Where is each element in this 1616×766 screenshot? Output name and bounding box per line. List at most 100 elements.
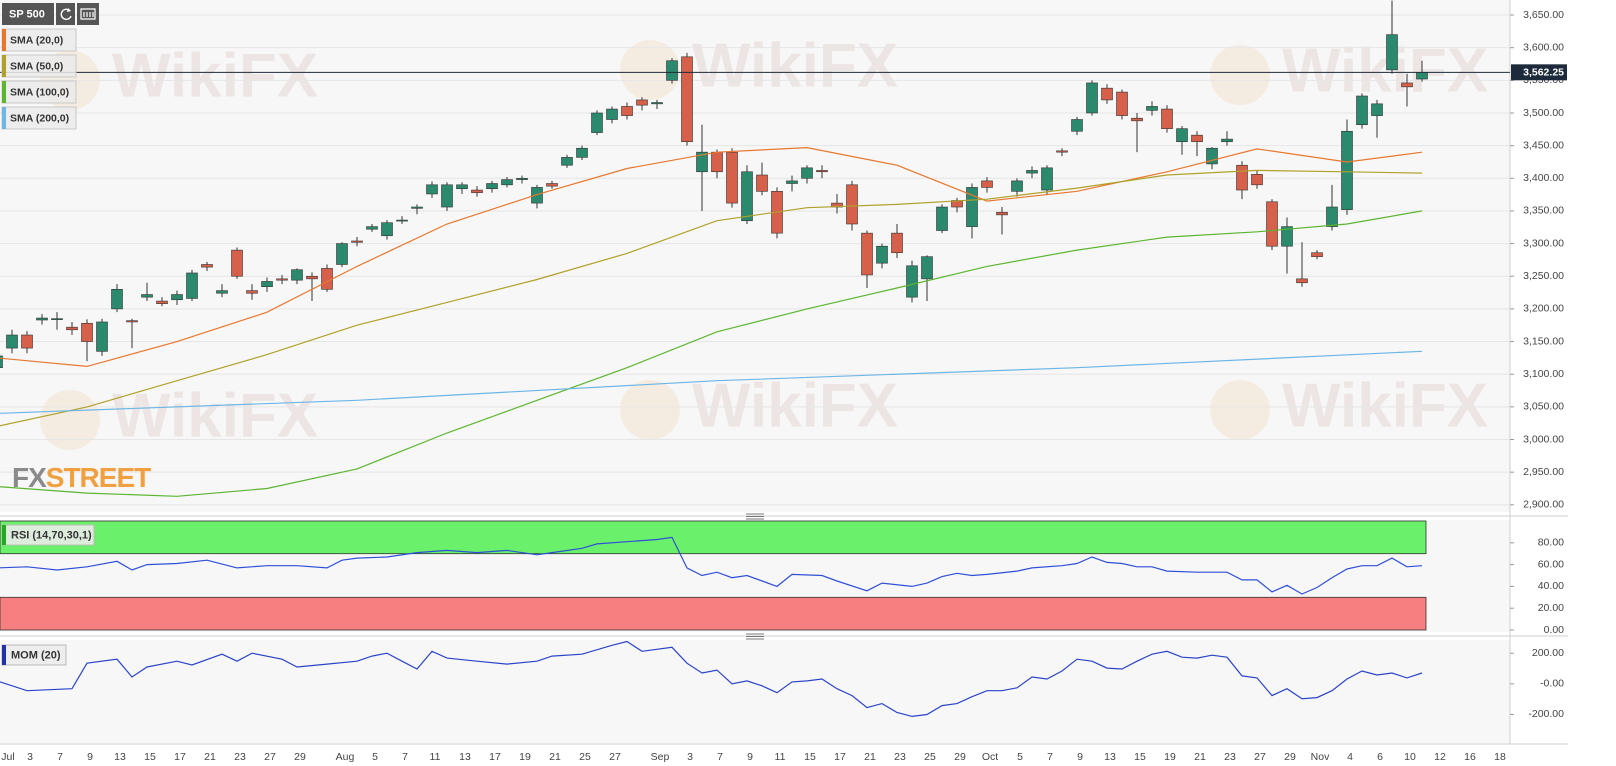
candle-body: [936, 206, 948, 231]
candle-body: [1311, 252, 1323, 257]
candle-body: [1236, 164, 1248, 191]
candle-body: [471, 189, 483, 193]
watermark: WikiFX: [112, 381, 318, 450]
candle-body: [501, 179, 513, 186]
candle-body: [486, 183, 498, 190]
legend-swatch: [2, 81, 6, 103]
x-tick-label: 5: [372, 751, 378, 763]
candle-body: [516, 177, 528, 180]
x-tick-label: 15: [144, 751, 156, 763]
y-tick-label: 80.00: [1538, 537, 1564, 549]
x-tick-label: 21: [864, 751, 876, 763]
symbol: SP 500: [9, 8, 45, 20]
candle-body: [546, 183, 558, 187]
x-tick-label: 13: [459, 751, 471, 763]
candle-body: [606, 108, 618, 120]
x-tick-label: Sep: [651, 751, 670, 763]
y-tick-label: 60.00: [1538, 558, 1564, 570]
candle-body: [591, 112, 603, 133]
x-tick-label: 6: [1377, 751, 1383, 763]
settings-icon: [80, 8, 96, 20]
x-tick-label: 7: [1047, 751, 1053, 763]
x-tick-label: 9: [747, 751, 753, 763]
watermark: WikiFX: [1282, 371, 1488, 440]
indicator-line: [0, 169, 1423, 427]
candle-body: [696, 151, 708, 173]
resize-grip[interactable]: [746, 513, 764, 640]
legend-label: SMA (200,0): [10, 112, 69, 124]
watermarks: WikiFX WikiFX WikiFX WikiFX WikiFX WikiFX: [40, 31, 1488, 450]
candle-body: [891, 232, 903, 254]
candle-body: [321, 268, 333, 290]
candle-body: [1101, 87, 1113, 101]
candle-body: [996, 211, 1008, 216]
candle-body: [6, 334, 18, 349]
x-tick-label: 19: [1164, 751, 1176, 763]
candle-body: [1386, 34, 1398, 71]
candle-body: [1026, 170, 1038, 174]
y-tick-label: 40.00: [1538, 580, 1564, 592]
symbol-box[interactable]: [2, 3, 54, 25]
candle-body: [1221, 138, 1233, 143]
x-tick-label: 27: [609, 751, 621, 763]
x-tick-label: 15: [1134, 751, 1146, 763]
last-price-box: [1511, 64, 1567, 81]
candle-body: [411, 206, 423, 209]
x-tick-label: 5: [1017, 751, 1023, 763]
legend-swatch: [2, 29, 6, 51]
y-tick-label: 3,300.00: [1523, 237, 1564, 249]
y-tick-label: 20.00: [1538, 602, 1564, 614]
y-tick-label: -200.00: [1528, 708, 1564, 720]
x-tick-label: 29: [954, 751, 966, 763]
candle-body: [456, 184, 468, 190]
candle-body: [801, 167, 813, 179]
rsi-label: RSI (14,70,30,1): [1, 524, 95, 546]
watermark: WikiFX: [692, 371, 898, 440]
watermark: WikiFX: [1282, 36, 1488, 105]
refresh-icon: [67, 8, 71, 12]
x-tick-label: 3: [27, 751, 33, 763]
legend-label: SMA (20,0): [10, 34, 63, 46]
candle-body: [1086, 82, 1098, 114]
brand-part: FX: [12, 462, 47, 493]
y-tick-label: -0.00: [1540, 678, 1564, 690]
watermark-logo: [40, 390, 100, 450]
x-tick-label: 23: [234, 751, 246, 763]
brand-part: STREET: [46, 462, 151, 493]
x-tick-label: 29: [294, 751, 306, 763]
x-tick-label: 7: [402, 751, 408, 763]
candle-body: [621, 106, 633, 116]
y-tick-label: 3,150.00: [1523, 335, 1564, 347]
candle-body: [1296, 278, 1308, 284]
candle-body: [681, 56, 693, 143]
candle-body: [816, 170, 828, 173]
y-tick-label: 3,100.00: [1523, 368, 1564, 380]
candle-body: [1251, 174, 1263, 186]
y-tick-label: 3,500.00: [1523, 107, 1564, 119]
toolbar: SP 500: [2, 3, 99, 25]
refresh-button[interactable]: [56, 3, 75, 25]
candle-body: [981, 180, 993, 188]
candle-body: [366, 226, 378, 230]
settings-button[interactable]: [77, 3, 99, 25]
watermark-logo: [1210, 45, 1270, 105]
y-tick-label: 3,400.00: [1523, 172, 1564, 184]
candle-body: [216, 290, 228, 294]
candle-body: [1401, 82, 1413, 88]
x-tick-label: 21: [204, 751, 216, 763]
x-tick-label: 18: [1494, 751, 1506, 763]
y-tick-label: 200.00: [1532, 647, 1564, 659]
candle-body: [306, 275, 318, 280]
candle-body: [381, 222, 393, 237]
candle-body: [1341, 130, 1353, 210]
candle-body: [276, 278, 288, 281]
candle-body: [81, 322, 93, 342]
candle-body: [576, 147, 588, 158]
candle-body: [561, 157, 573, 166]
x-tick-label: 29: [1284, 751, 1296, 763]
x-tick-label: 19: [519, 751, 531, 763]
y-tick-label: 2,900.00: [1523, 499, 1564, 511]
watermark: WikiFX: [112, 41, 318, 110]
candle-body: [0, 355, 3, 368]
candle-body: [1281, 226, 1293, 247]
